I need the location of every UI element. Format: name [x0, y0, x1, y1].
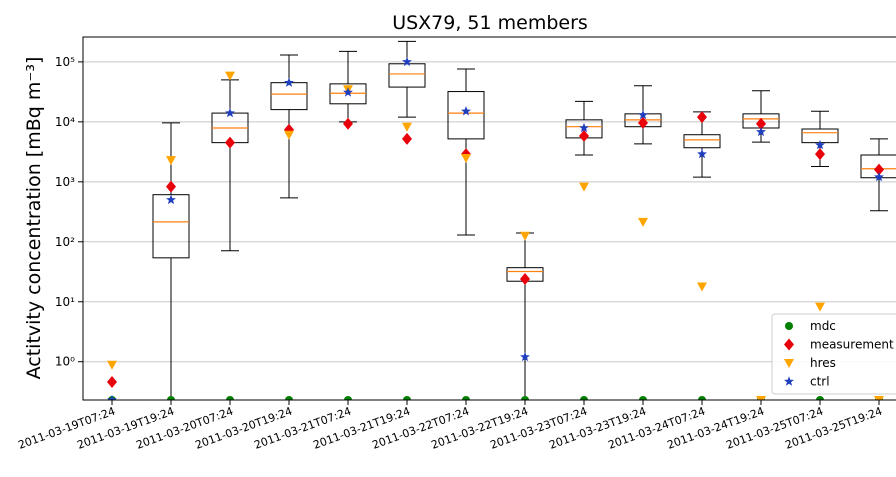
marker-circle: [580, 396, 588, 400]
axes: 10⁰10¹10²10³10⁴10⁵2011-03-19T07:242011-0…: [16, 36, 896, 452]
marker-triangle-down: [579, 182, 589, 192]
marker-diamond: [756, 117, 766, 130]
plot-area: [107, 40, 896, 400]
marker-star: [756, 126, 766, 137]
marker-triangle-down: [107, 360, 117, 370]
marker-triangle-down: [784, 359, 794, 368]
marker-triangle-down: [756, 396, 766, 400]
marker-star: [815, 139, 825, 150]
marker-diamond: [874, 163, 884, 176]
legend-label: mdc: [810, 319, 836, 333]
marker-star: [579, 122, 589, 133]
y-axis-label: Actitvity concentration [mBq m⁻³]: [23, 57, 45, 380]
marker-triangle-down: [638, 217, 648, 227]
marker-diamond: [166, 180, 176, 193]
marker-circle: [226, 396, 234, 400]
marker-star: [461, 106, 471, 116]
box: [388, 63, 426, 88]
marker-diamond: [520, 272, 530, 285]
marker-star: [638, 109, 648, 120]
box: [152, 194, 190, 259]
marker-triangle-down: [461, 153, 471, 163]
marker-star: [697, 148, 707, 159]
marker-diamond: [579, 130, 589, 143]
marker-circle: [521, 396, 529, 400]
y-tick-label: 10⁰: [55, 355, 75, 369]
marker-triangle-down: [874, 396, 884, 400]
legend-label: ctrl: [810, 375, 830, 389]
marker-star: [874, 171, 884, 182]
box: [447, 91, 485, 140]
y-tick-label: 10²: [55, 235, 75, 249]
marker-star: [784, 376, 794, 386]
marker-diamond: [697, 111, 707, 124]
legend: mdc measurement hres ctrl: [771, 313, 896, 395]
legend-box: [771, 313, 896, 395]
y-tick-label: 10¹: [55, 295, 75, 309]
box: [270, 82, 308, 111]
marker-diamond: [225, 136, 235, 149]
legend-label: measurement: [810, 338, 894, 352]
y-tick-label: 10⁵: [55, 55, 75, 69]
legend-label: hres: [810, 356, 836, 370]
box: [683, 134, 721, 149]
axes-frame: [82, 36, 896, 401]
marker-diamond: [784, 338, 794, 351]
marker-star: [343, 87, 353, 97]
y-tick-label: 10⁴: [55, 115, 75, 129]
x-tick-label: 2011-03-19T07:24: [16, 405, 117, 452]
marker-circle: [285, 396, 293, 400]
marker-star: [402, 56, 412, 67]
marker-circle: [639, 396, 647, 400]
marker-diamond: [402, 132, 412, 145]
marker-star: [107, 394, 117, 400]
marker-triangle-down: [284, 130, 294, 140]
marker-triangle-down: [402, 122, 412, 132]
marker-triangle-down: [166, 156, 176, 166]
marker-star: [225, 107, 235, 118]
marker-diamond: [815, 148, 825, 161]
marker-triangle-down: [815, 302, 825, 312]
chart-title: USX79, 51 members: [392, 12, 588, 34]
marker-circle: [403, 396, 411, 400]
marker-triangle-down: [697, 282, 707, 292]
marker-triangle-down: [225, 71, 235, 81]
marker-star: [166, 194, 176, 205]
marker-circle: [698, 396, 706, 400]
marker-circle: [785, 322, 793, 330]
marker-circle: [167, 396, 175, 400]
marker-star: [520, 351, 530, 362]
marker-circle: [816, 396, 824, 400]
marker-diamond: [638, 116, 648, 129]
y-tick-label: 10³: [55, 175, 75, 189]
marker-triangle-down: [520, 231, 530, 241]
grid: [83, 61, 896, 363]
marker-diamond: [343, 117, 353, 130]
marker-circle: [344, 396, 352, 400]
marker-diamond: [107, 375, 117, 388]
marker-circle: [462, 396, 470, 400]
marker-star: [284, 77, 294, 87]
